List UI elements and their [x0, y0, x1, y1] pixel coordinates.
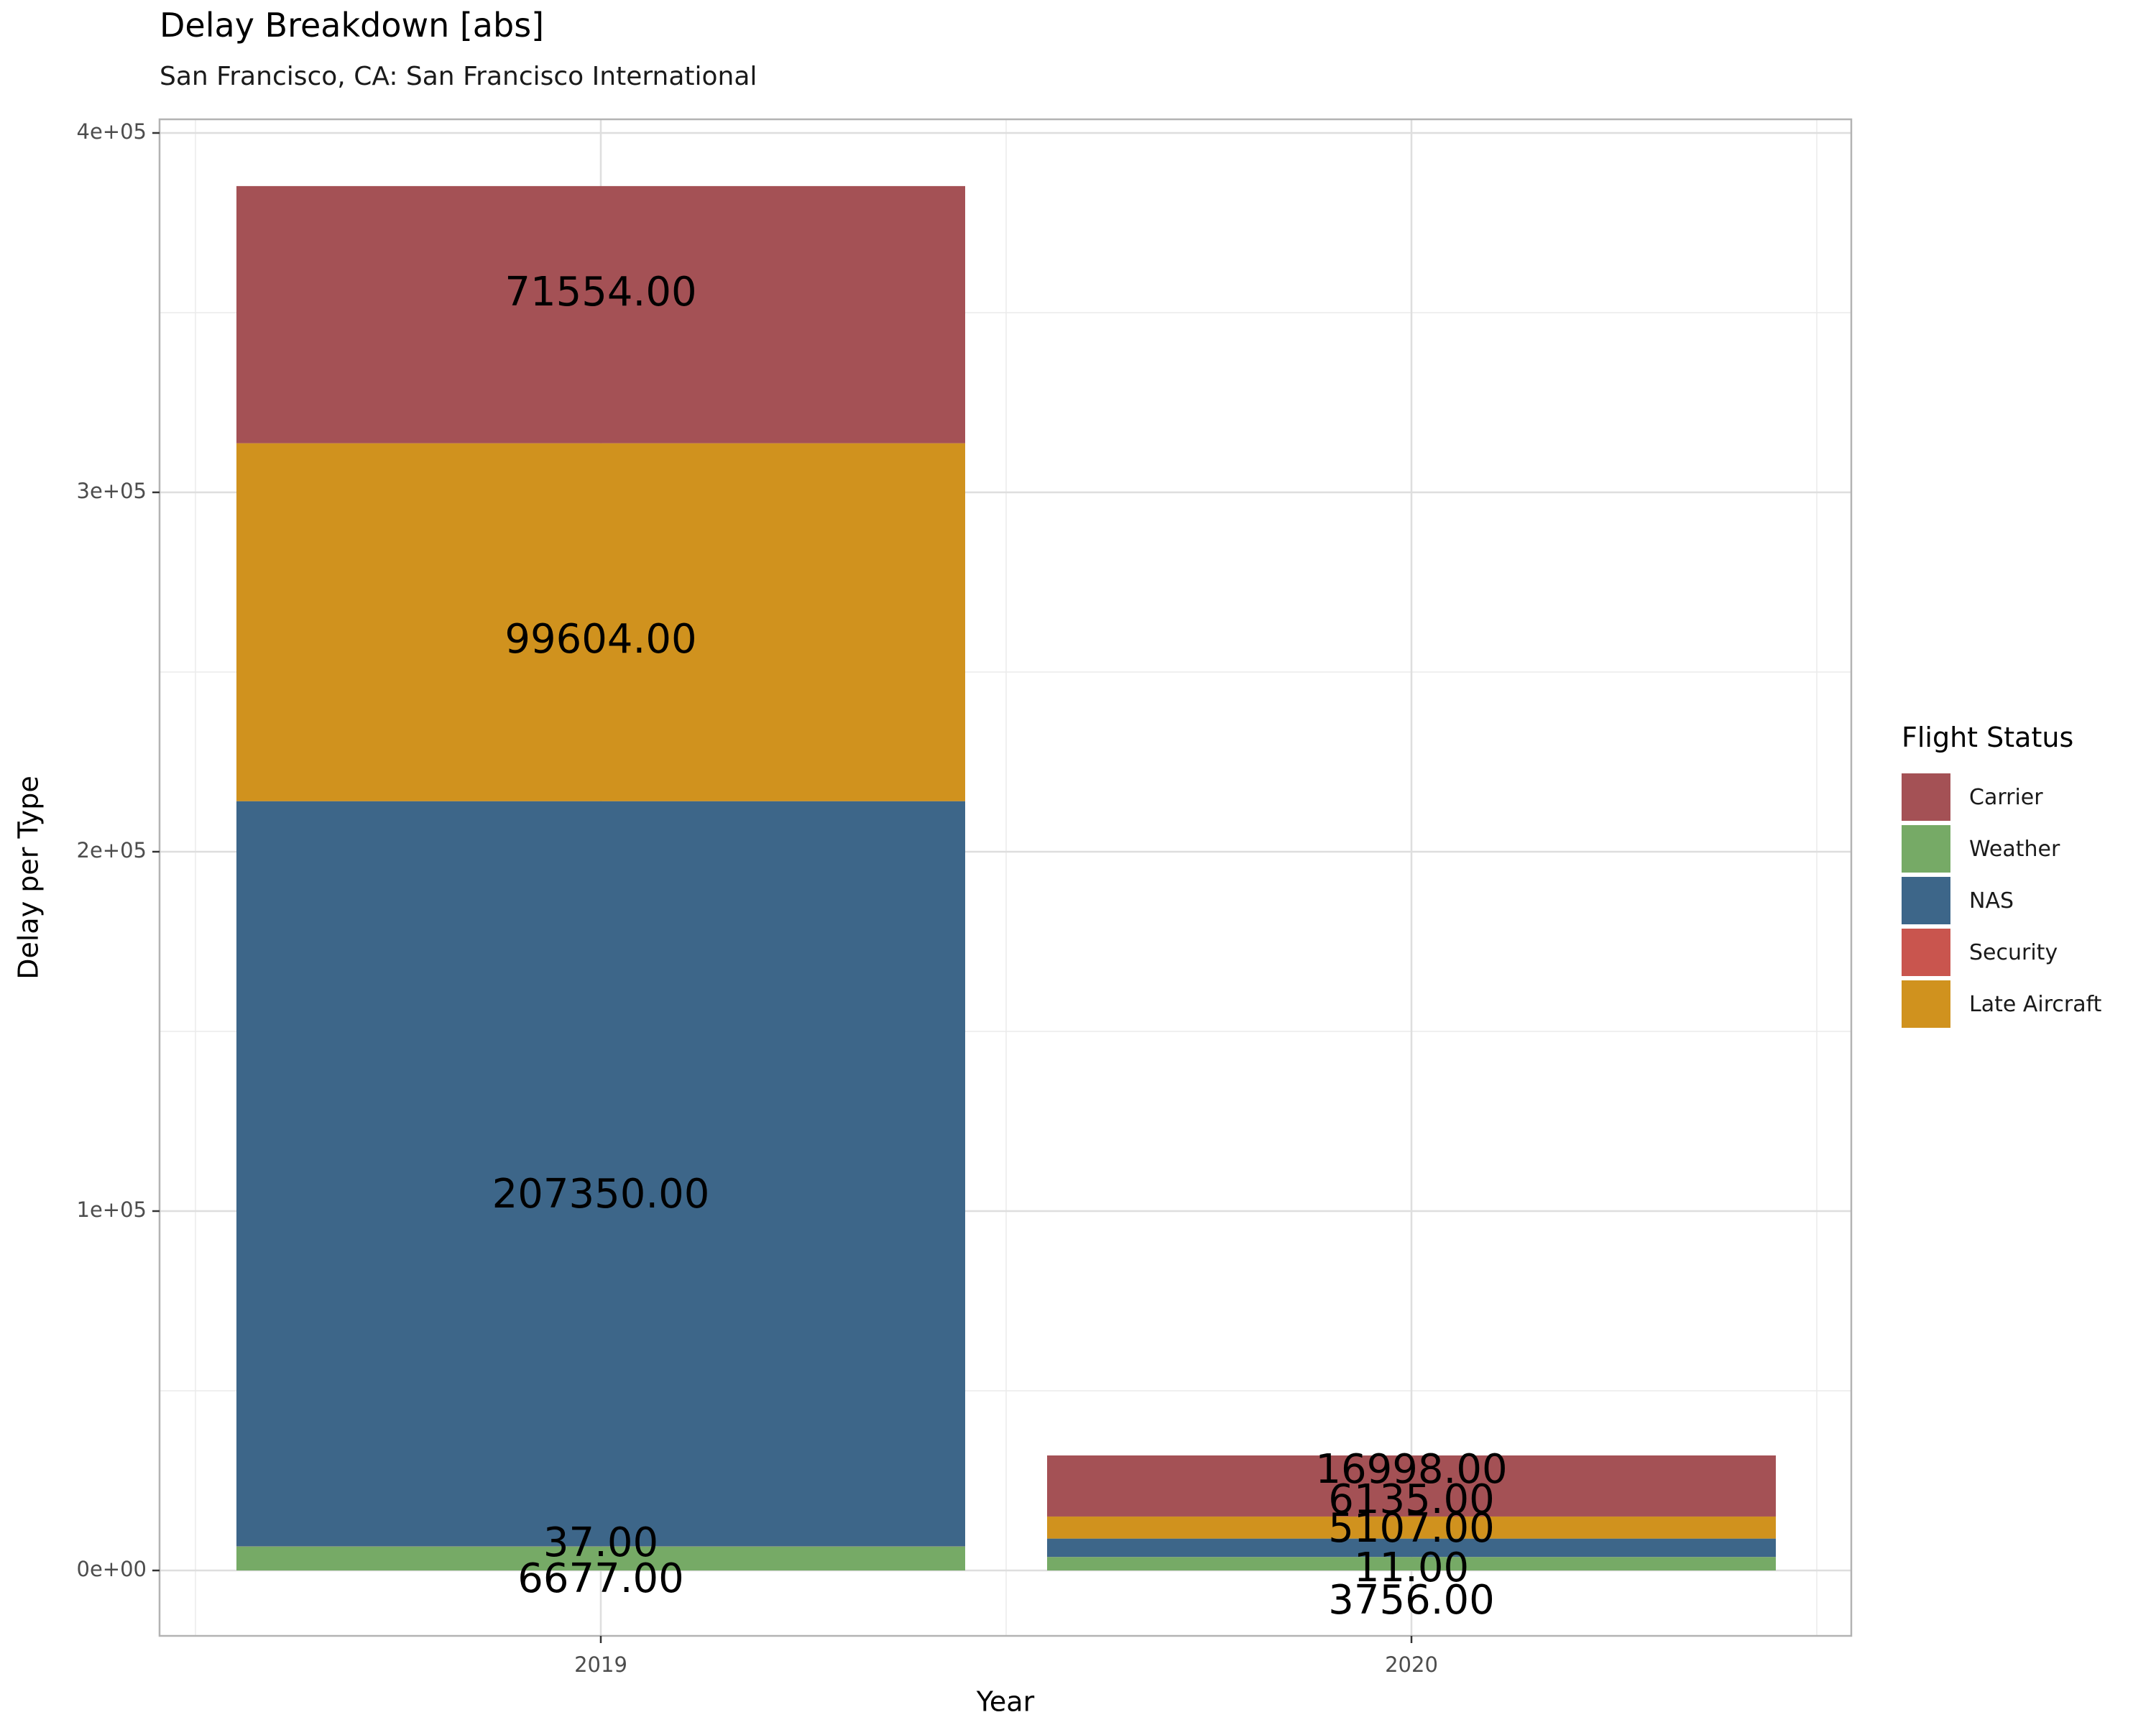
chart-subtitle: San Francisco, CA: San Francisco Interna… — [160, 62, 757, 91]
data-label-nas-2019: 207350.00 — [492, 1171, 710, 1218]
x-tick-label: 2020 — [1385, 1652, 1438, 1677]
legend-label: NAS — [1969, 888, 2014, 914]
chart-title: Delay Breakdown [abs] — [160, 6, 545, 45]
bar-nas-2019 — [236, 801, 965, 1547]
legend-swatch — [1902, 825, 1950, 873]
data-label-security-2020: 11.00 — [1354, 1545, 1469, 1591]
legend-title: Flight Status — [1902, 722, 2074, 753]
legend-item-weather: Weather — [1902, 824, 2060, 873]
y-tick-label: 4e+05 — [77, 119, 147, 144]
legend-label: Security — [1969, 939, 2058, 965]
data-label-nas-2020: 5107.00 — [1328, 1505, 1495, 1552]
data-label-late-aircraft-2020: 6135.00 — [1328, 1476, 1495, 1523]
data-label-weather-2019: 6677.00 — [517, 1555, 684, 1602]
legend-swatch — [1902, 773, 1950, 821]
y-tick-label: 0e+00 — [77, 1557, 147, 1581]
legend-item-nas: NAS — [1902, 876, 2014, 925]
legend-item-late-aircraft: Late Aircraft — [1902, 980, 2101, 1029]
data-label-late-aircraft-2019: 99604.00 — [505, 616, 696, 663]
legend-swatch — [1902, 877, 1950, 924]
legend-label: Carrier — [1969, 784, 2043, 810]
data-label-carrier-2020: 16998.00 — [1315, 1446, 1507, 1493]
bar-carrier-2019 — [236, 185, 965, 443]
legend-swatch — [1902, 929, 1950, 976]
bar-late-aircraft-2020 — [1047, 1516, 1776, 1539]
legend-label: Weather — [1969, 836, 2060, 862]
legend-item-carrier: Carrier — [1902, 773, 2043, 822]
bar-nas-2020 — [1047, 1538, 1776, 1558]
legend-item-security: Security — [1902, 928, 2058, 977]
x-axis-title: Year — [976, 1686, 1035, 1718]
legend-label: Late Aircraft — [1969, 991, 2102, 1017]
bar-carrier-2020 — [1047, 1455, 1776, 1517]
data-label-weather-2020: 3756.00 — [1328, 1577, 1495, 1624]
x-tick-label: 2019 — [574, 1652, 627, 1677]
y-tick-label: 2e+05 — [77, 838, 147, 862]
y-axis-title: Delay per Type — [13, 776, 45, 980]
bar-late-aircraft-2019 — [236, 443, 965, 801]
data-label-carrier-2019: 71554.00 — [505, 269, 696, 316]
bar-weather-2019 — [236, 1546, 965, 1570]
y-tick-label: 3e+05 — [77, 479, 147, 503]
y-tick-label: 1e+05 — [77, 1197, 147, 1222]
legend-swatch — [1902, 980, 1950, 1028]
data-label-security-2019: 37.00 — [543, 1519, 658, 1566]
plot-border — [158, 118, 1853, 1637]
bar-weather-2020 — [1047, 1557, 1776, 1570]
